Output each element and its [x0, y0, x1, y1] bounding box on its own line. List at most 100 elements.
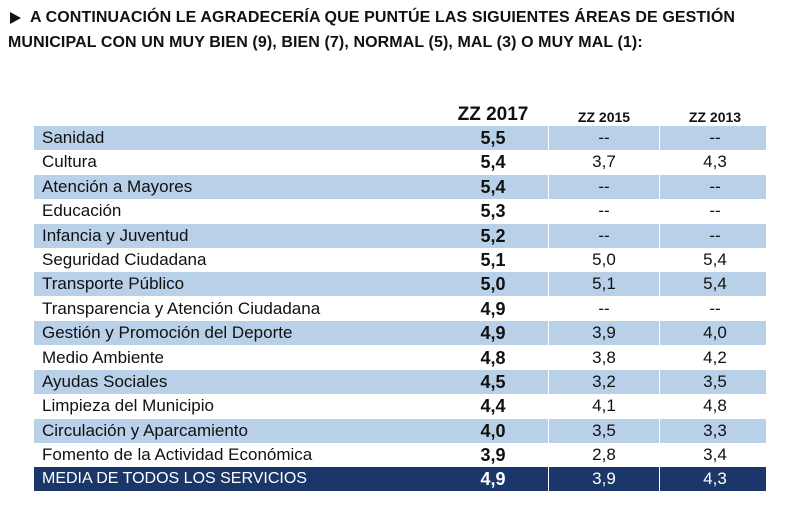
- value-2015: --: [598, 176, 610, 196]
- column-divider: [659, 467, 660, 492]
- value-2015: 2,8: [592, 445, 616, 465]
- value-2017: 4,8: [480, 347, 506, 368]
- value-2013: --: [709, 201, 721, 221]
- column-divider: [659, 174, 660, 199]
- row-label: Infancia y Juventud: [42, 225, 189, 245]
- row-label: MEDIA DE TODOS LOS SERVICIOS: [42, 470, 307, 488]
- value-2015: 5,0: [592, 249, 616, 269]
- column-divider: [548, 272, 549, 297]
- value-2017: 4,5: [480, 371, 506, 392]
- value-2015: 3,7: [592, 152, 616, 172]
- column-divider: [548, 223, 549, 248]
- row-label: Medio Ambiente: [42, 347, 164, 367]
- row-label: Circulación y Aparcamiento: [42, 420, 248, 440]
- row-label: Cultura: [42, 152, 97, 172]
- column-divider: [548, 321, 549, 346]
- row-label: Educación: [42, 201, 122, 221]
- value-2015: 3,9: [592, 323, 616, 343]
- column-divider: [548, 369, 549, 394]
- value-2017: 5,2: [480, 225, 506, 246]
- column-divider: [659, 297, 660, 321]
- table-row: Sanidad 5,5 -- --: [34, 126, 766, 150]
- row-label: Ayudas Sociales: [42, 371, 168, 391]
- value-2013: --: [709, 298, 721, 318]
- value-2017: 4,9: [480, 323, 506, 344]
- value-2013: 4,2: [703, 347, 727, 367]
- column-divider: [548, 418, 549, 443]
- triangle-bullet-icon: [10, 12, 21, 24]
- value-2015: --: [598, 128, 610, 147]
- column-divider: [548, 443, 549, 467]
- column-divider: [548, 297, 549, 321]
- total-row: MEDIA DE TODOS LOS SERVICIOS 4,9 3,9 4,3: [34, 467, 766, 492]
- column-divider: [659, 443, 660, 467]
- value-2013: 4,8: [703, 396, 727, 416]
- column-divider: [659, 346, 660, 370]
- table-row: Seguridad Ciudadana 5,1 5,0 5,4: [34, 248, 766, 272]
- value-2017: 5,4: [480, 152, 506, 173]
- column-divider: [659, 150, 660, 174]
- value-2015: 3,5: [592, 420, 616, 440]
- column-divider: [659, 272, 660, 297]
- value-2017: 5,0: [480, 274, 506, 295]
- column-divider: [659, 321, 660, 346]
- value-2013: 3,3: [703, 420, 727, 440]
- column-divider: [548, 346, 549, 370]
- value-2017: 4,9: [480, 298, 506, 319]
- table-row: Fomento de la Actividad Económica 3,9 2,8 3…: [34, 443, 766, 467]
- column-divider: [659, 418, 660, 443]
- column-divider: [548, 199, 549, 223]
- table-header: ZZ 2017 ZZ 2015 ZZ 2013: [34, 103, 766, 126]
- value-2013: 4,0: [703, 323, 727, 343]
- column-divider: [659, 248, 660, 272]
- table-row: Transporte Público 5,0 5,1 5,4: [34, 272, 766, 297]
- column-divider: [659, 394, 660, 418]
- value-2017: 5,3: [480, 201, 506, 222]
- table-row: Gestión y Promoción del Deporte 4,9 3,9 4,0: [34, 321, 766, 346]
- column-divider: [548, 174, 549, 199]
- value-2015: --: [598, 225, 610, 245]
- column-divider: [659, 126, 660, 150]
- row-label: Seguridad Ciudadana: [42, 249, 207, 269]
- value-2017: 3,9: [480, 445, 506, 466]
- row-label: Gestión y Promoción del Deporte: [42, 323, 293, 343]
- row-label: Fomento de la Actividad Económica: [42, 445, 313, 465]
- value-2015: --: [598, 201, 610, 221]
- row-label: Sanidad: [42, 128, 105, 147]
- heading-line-1: A CONTINUACIÓN LE AGRADECERÍA QUE PUNTÚE…: [30, 9, 736, 26]
- column-header-2013: ZZ 2013: [688, 109, 742, 125]
- row-label: Atención a Mayores: [42, 176, 193, 196]
- column-divider: [659, 223, 660, 248]
- table-body: Sanidad 5,5 -- -- Cultura 5,4 3,7 4,3 Atención a…: [34, 126, 766, 492]
- table-row: Limpieza del Municipio 4,4 4,1 4,8: [34, 394, 766, 418]
- value-2013: --: [709, 128, 721, 147]
- value-2015: 5,1: [592, 274, 616, 294]
- value-2013: --: [709, 225, 721, 245]
- column-divider: [548, 150, 549, 174]
- column-header-2017: ZZ 2017: [457, 104, 529, 125]
- column-divider: [548, 126, 549, 150]
- ratings-table: ZZ 2017 ZZ 2015 ZZ 2013 Sanidad 5,5 -- -- Cu…: [34, 103, 766, 492]
- value-2013: 5,4: [703, 249, 727, 269]
- column-divider: [548, 248, 549, 272]
- column-divider: [548, 467, 549, 492]
- column-header-2015: ZZ 2015: [577, 109, 631, 125]
- value-2013: 5,4: [703, 274, 727, 294]
- value-2015: 3,9: [592, 469, 616, 489]
- value-2015: 4,1: [592, 396, 616, 416]
- table-row: Medio Ambiente 4,8 3,8 4,2: [34, 346, 766, 370]
- table-row: Circulación y Aparcamiento 4,0 3,5 3,3: [34, 418, 766, 443]
- heading-line-2: MUNICIPAL CON UN MUY BIEN (9), BIEN (7),…: [8, 34, 643, 51]
- row-label: Transporte Público: [42, 274, 185, 294]
- value-2013: 4,3: [703, 469, 727, 489]
- value-2015: --: [598, 298, 610, 318]
- column-divider: [548, 394, 549, 418]
- value-2017: 5,4: [480, 176, 506, 197]
- value-2015: 3,2: [592, 371, 616, 391]
- table-row: Cultura 5,4 3,7 4,3: [34, 150, 766, 174]
- table-row: Educación 5,3 -- --: [34, 199, 766, 223]
- value-2013: 3,5: [703, 371, 727, 391]
- value-2015: 3,8: [592, 347, 616, 367]
- value-2013: 3,4: [703, 445, 727, 465]
- value-2017: 5,5: [480, 128, 506, 148]
